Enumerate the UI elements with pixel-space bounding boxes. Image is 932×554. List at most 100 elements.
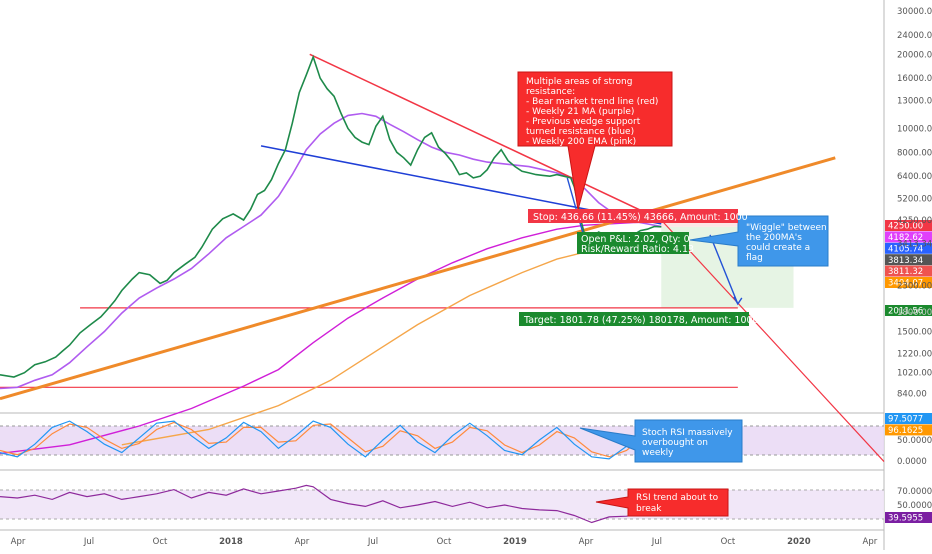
callout-line: resistance: <box>526 87 575 97</box>
price-tick-label: 5200.00 <box>897 194 932 204</box>
price-axis-ticks: 30000.00 24000.00 20000.00 16000.00 13000.00… <box>897 7 932 511</box>
lines-layer <box>0 53 885 524</box>
target-label: Target: 1801.78 (47.25%) 180178, Amount:… <box>519 312 759 326</box>
time-tick-label: Jul <box>367 537 378 547</box>
callout-line: the 200MA's <box>746 233 802 243</box>
callout-line: - Weekly 200 EMA (pink) <box>526 137 636 147</box>
time-tick-label: Jul <box>83 537 94 547</box>
stoch-badge: 97.5077 <box>888 415 923 425</box>
callout-line: turned resistance (blue) <box>526 127 634 137</box>
price-badge-bg <box>885 305 932 316</box>
price-tick-label: 20000.00 <box>897 50 932 60</box>
price-badge-bg <box>885 220 932 231</box>
time-tick-label: Apr <box>11 537 26 547</box>
rsi-line <box>0 484 662 524</box>
stop-label-text: Stop: 436.66 (11.45%) 43666, Amount: 100… <box>533 212 748 223</box>
callout-line: could create a <box>746 243 810 253</box>
stoch-badge: 96.1625 <box>888 426 923 436</box>
time-tick-label: Apr <box>863 537 878 547</box>
pnl-line-1: Open P&L: 2.02, Qty: 0 <box>581 234 690 245</box>
stoch-badge-bg <box>885 424 932 436</box>
time-tick-label: Jul <box>651 537 662 547</box>
price-badge: 4105.74 <box>888 244 923 254</box>
ma21-line <box>0 112 662 390</box>
callout-line: - Bear market trend line (red) <box>526 97 658 107</box>
price-tick-label: 1020.00 <box>897 369 932 379</box>
callout-line: - Weekly 21 MA (purple) <box>526 107 634 117</box>
bear-trendline <box>309 53 662 221</box>
callout-line: "Wiggle" between <box>746 223 827 233</box>
callout-line: - Previous wedge support <box>526 117 641 127</box>
callout-line: overbought on <box>642 438 708 448</box>
rsi-band <box>0 490 884 519</box>
price-badge-bg <box>885 242 932 254</box>
target-arrow-line <box>709 234 739 305</box>
price-badge: 3404.07 <box>888 279 923 289</box>
price-tick-label: 16000.00 <box>897 74 932 84</box>
price-tick-label: 8000.00 <box>897 148 932 158</box>
time-axis: Apr Jul Oct 2018 Apr Jul Oct 2019 Apr Jul Oct 2020 A… <box>11 537 878 547</box>
time-tick-label: Apr <box>579 537 594 547</box>
resistance-callout: Multiple areas of strong resistance: - B… <box>517 71 673 211</box>
rsi-tick-label: 50.0000 <box>897 501 932 511</box>
price-badge: 3811.32 <box>888 267 923 277</box>
stoch-tick-label: 0.0000 <box>897 457 927 467</box>
long-trendline <box>0 156 836 401</box>
callout-line: Stoch RSI massively <box>642 428 733 438</box>
price-badge: 4250.00 <box>888 222 923 232</box>
time-tick-label: Oct <box>437 537 452 547</box>
price-badge-bg <box>885 231 932 243</box>
stoch-band <box>0 426 884 455</box>
callout-line: Multiple areas of strong <box>526 77 632 87</box>
price-tick-label: 24000.00 <box>897 31 932 41</box>
price-tick-label: 3413.34 <box>897 240 932 250</box>
price-tick-label: 30000.00 <box>897 7 932 17</box>
rsi-badge: 39.5955 <box>888 514 923 524</box>
rsi-badge-bg <box>885 512 932 523</box>
drop-arrow-line <box>566 177 586 240</box>
price-badge: 4182.62 <box>888 233 923 243</box>
time-tick-label: Oct <box>721 537 736 547</box>
time-tick-label: 2019 <box>503 537 527 547</box>
callout-line: break <box>636 504 662 514</box>
bear-trendline-extension <box>660 219 885 462</box>
price-badge: 2011.56 <box>888 307 923 317</box>
time-tick-label: 2020 <box>787 537 811 547</box>
time-tick-label: Apr <box>295 537 310 547</box>
stoch-badge-bg <box>885 413 932 424</box>
stoch-tick-label: 50.0000 <box>897 436 932 446</box>
stoch-callout: Stoch RSI massively overbought on weekly <box>579 419 743 463</box>
wiggle-callout: "Wiggle" between the 200MA's could creat… <box>689 215 829 267</box>
time-tick-label: 2018 <box>219 537 243 547</box>
price-tick-label: 1500.00 <box>897 328 932 338</box>
stoch-d-line <box>0 420 662 458</box>
price-tick-label: 2300.00 <box>897 282 932 292</box>
price-tick-label: 10000.00 <box>897 125 932 135</box>
price-badge-bg <box>885 277 932 288</box>
stop-label: Stop: 436.66 (11.45%) 43666, Amount: 100… <box>528 209 748 223</box>
time-tick-label: Oct <box>153 537 168 547</box>
stoch-k-line <box>0 419 662 460</box>
target-label-text: Target: 1801.78 (47.25%) 180178, Amount:… <box>523 315 759 326</box>
price-badge-bg <box>885 254 932 266</box>
callout-line: flag <box>746 253 763 263</box>
price-badge-bg <box>885 265 932 277</box>
pnl-line-2: Risk/Reward Ratio: 4.13 <box>581 244 694 255</box>
target-arrow-head <box>733 296 743 306</box>
price-tick-label: 13000.00 <box>897 96 932 106</box>
price-tick-label: 4250.00 <box>897 216 932 226</box>
pnl-label: Open P&L: 2.02, Qty: 0 Risk/Reward Ratio… <box>577 232 694 255</box>
callout-line: RSI trend about to <box>636 493 719 503</box>
rsi-callout: RSI trend about to break <box>595 488 729 517</box>
price-tick-label: 6400.00 <box>897 172 932 182</box>
price-tick-label: 1220.00 <box>897 350 932 360</box>
price-tick-label: 840.00 <box>897 390 927 400</box>
stop-zone <box>661 220 794 227</box>
price-tick-label: 1800.00 <box>897 308 932 318</box>
rsi-tick-label: 70.0000 <box>897 487 932 497</box>
ema200-line <box>0 221 662 455</box>
price-badge: 3813.34 <box>888 256 923 266</box>
callout-line: weekly <box>642 448 674 458</box>
